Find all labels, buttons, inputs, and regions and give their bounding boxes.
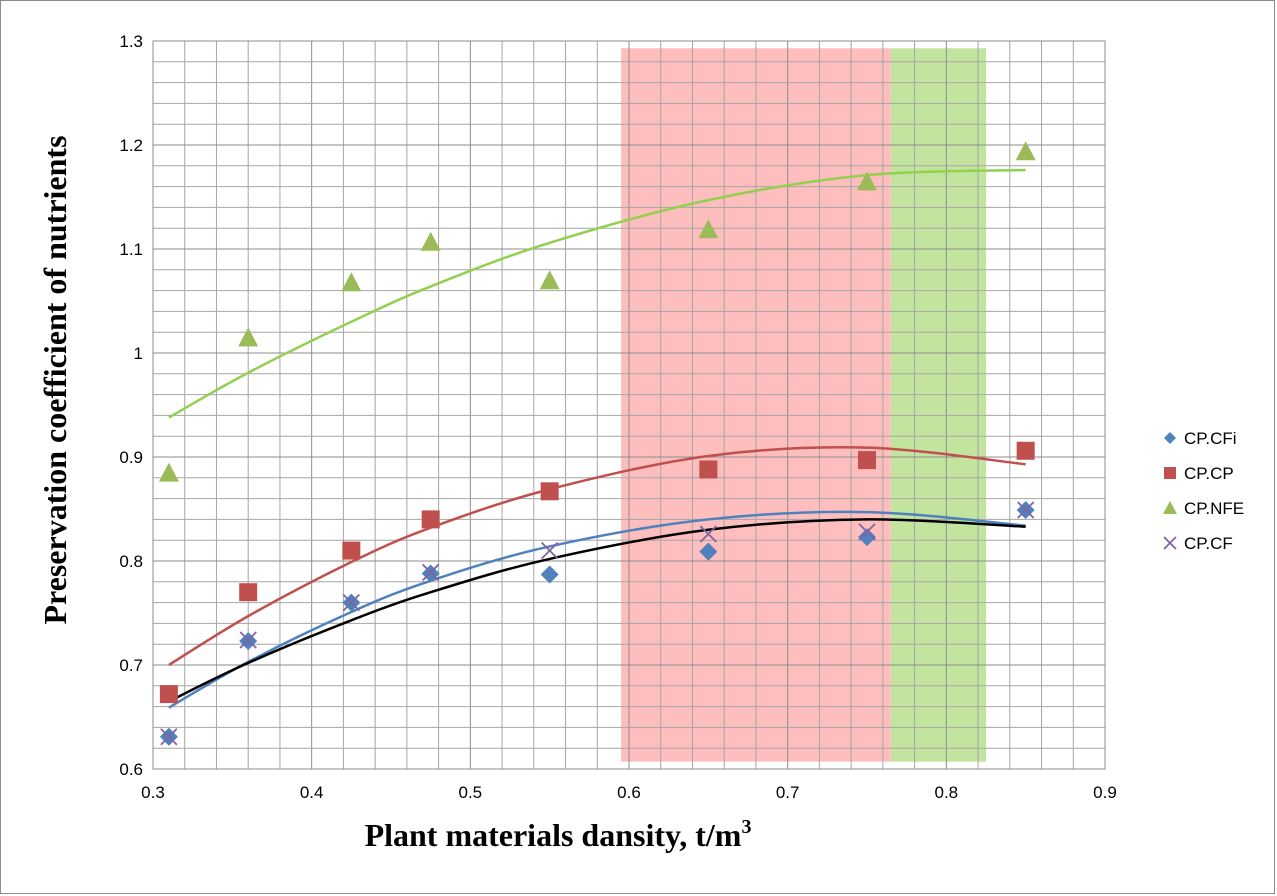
x-tick-label: 0.4 bbox=[300, 783, 324, 802]
trendline-cp-cfi bbox=[168, 510, 1026, 709]
point-cp-cf bbox=[1017, 501, 1035, 519]
point-cp-nfe bbox=[158, 462, 179, 482]
y-tick-label: 1.2 bbox=[119, 136, 143, 155]
y-tick-label: 1 bbox=[134, 344, 143, 363]
point-cp-cp bbox=[1016, 441, 1035, 460]
x-tick-labels: 0.3 0.4 0.5 0.6 0.7 0.8 0.9 bbox=[141, 783, 1117, 802]
legend-marker-cp-cfi bbox=[1164, 432, 1176, 444]
point-cp-nfe bbox=[857, 171, 877, 191]
x-tick-label: 0.6 bbox=[617, 783, 641, 802]
legend-label-cp-cf: CP.CF bbox=[1184, 534, 1233, 553]
point-cp-cp bbox=[342, 541, 361, 560]
point-cp-cf bbox=[699, 525, 717, 543]
shaded-regions bbox=[621, 48, 986, 762]
marker-stroke bbox=[699, 525, 717, 543]
y-axis-title: Preservation coefficient of nutrients bbox=[37, 135, 73, 624]
shaded-region-2 bbox=[890, 48, 986, 762]
point-cp-nfe bbox=[238, 327, 259, 347]
legend-marker-cp-cp bbox=[1164, 467, 1176, 479]
point-cp-nfe bbox=[539, 270, 560, 290]
marker-stroke bbox=[239, 631, 257, 649]
point-cp-cp bbox=[159, 685, 178, 704]
marker-stroke bbox=[342, 593, 360, 612]
point-cp-nfe bbox=[341, 272, 362, 292]
marker-stroke bbox=[1163, 536, 1177, 550]
legend-marker-cp-cf bbox=[1163, 536, 1177, 550]
point-cp-cf bbox=[160, 728, 178, 746]
x-tick-label: 0.3 bbox=[141, 783, 165, 802]
data-points bbox=[158, 141, 1036, 746]
point-cp-nfe bbox=[420, 231, 441, 251]
legend-marker-cp-nfe bbox=[1163, 501, 1177, 514]
marker-stroke bbox=[422, 563, 440, 582]
point-cp-cf bbox=[858, 523, 876, 541]
point-cp-cf bbox=[541, 541, 559, 560]
x-tick-label: 0.9 bbox=[1093, 783, 1117, 802]
plot-area-border bbox=[152, 40, 1106, 770]
y-tick-label: 1.3 bbox=[119, 32, 143, 51]
y-tick-label: 1.1 bbox=[119, 240, 143, 259]
point-cp-cp bbox=[858, 451, 876, 470]
point-cp-cfi bbox=[699, 542, 718, 561]
marker-stroke bbox=[1017, 501, 1035, 519]
point-cp-cp bbox=[421, 510, 440, 529]
point-cp-nfe bbox=[1015, 141, 1036, 161]
y-tick-label: 0.8 bbox=[119, 552, 143, 571]
x-axis-title: Plant materials dansity, t/m3 bbox=[365, 816, 752, 853]
point-cp-cf bbox=[239, 631, 257, 649]
y-tick-label: 0.9 bbox=[119, 448, 143, 467]
trendline-cp-cf bbox=[168, 518, 1026, 703]
legend: CP.CFi CP.CP CP.NFE CP.CF bbox=[1163, 429, 1244, 553]
point-cp-cfi bbox=[540, 565, 559, 584]
point-cp-cp bbox=[540, 482, 559, 501]
legend-label-cp-nfe: CP.NFE bbox=[1184, 499, 1244, 518]
y-tick-label: 0.6 bbox=[119, 760, 143, 779]
point-cp-cf bbox=[422, 563, 440, 582]
point-cp-cp bbox=[699, 460, 718, 479]
trendline-cp-cp bbox=[168, 446, 1026, 667]
marker-stroke bbox=[541, 541, 559, 560]
grid bbox=[152, 40, 1106, 770]
point-cp-nfe bbox=[698, 219, 719, 239]
point-cp-cp bbox=[239, 583, 258, 602]
y-tick-labels: 0.6 0.7 0.8 0.9 1 1.1 1.2 1.3 bbox=[119, 32, 143, 779]
trendlines bbox=[168, 168, 1026, 709]
legend-label-cp-cp: CP.CP bbox=[1184, 464, 1234, 483]
y-tick-label: 0.7 bbox=[119, 656, 143, 675]
marker-stroke bbox=[858, 523, 876, 541]
legend-label-cp-cfi: CP.CFi bbox=[1184, 429, 1237, 448]
x-tick-label: 0.8 bbox=[935, 783, 959, 802]
marker-stroke bbox=[160, 728, 178, 746]
point-cp-cf bbox=[342, 593, 360, 612]
x-tick-label: 0.5 bbox=[459, 783, 483, 802]
point-cp-cfi bbox=[858, 528, 876, 547]
x-tick-label: 0.7 bbox=[776, 783, 800, 802]
